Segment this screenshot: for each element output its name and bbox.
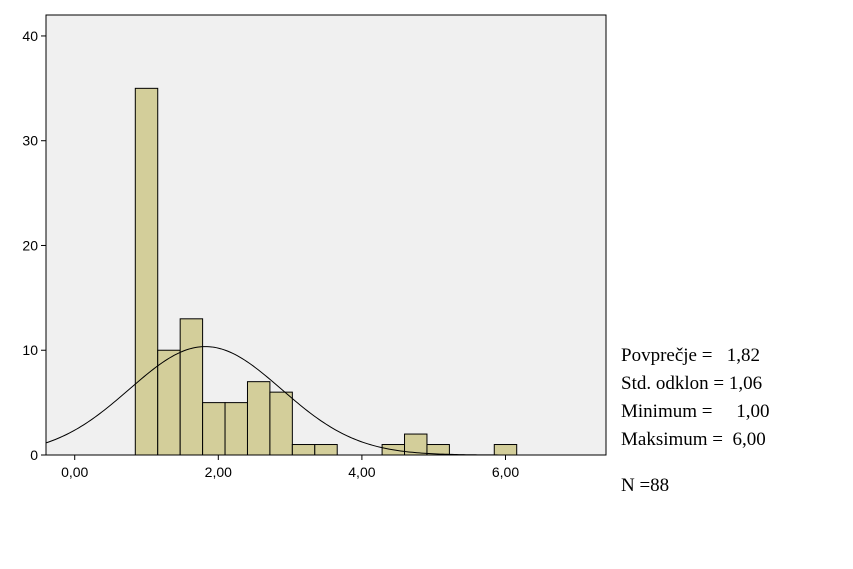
- x-tick-label-1: 2,00: [205, 464, 232, 480]
- histogram-bar-2: [179, 318, 204, 456]
- stat-maximum: Maksimum = 6,00: [621, 429, 766, 450]
- histogram-bar-6: [269, 391, 293, 456]
- histogram-bar-4: [224, 402, 248, 456]
- histogram-bar-1: [157, 349, 181, 456]
- stat-std-deviation: Std. odklon = 1,06: [621, 373, 763, 394]
- stat-minimum: Minimum = 1,00: [621, 401, 770, 422]
- y-tick-label-2: 20: [22, 237, 38, 253]
- normal-curve: [45, 346, 606, 456]
- y-tick-label-4: 40: [22, 28, 38, 44]
- histogram-bar-0: [134, 87, 159, 456]
- histogram-bar-16: [493, 444, 518, 456]
- stat-n: N =88: [621, 475, 670, 496]
- statistics-panel: Povprečje = 1,82 Std. odklon = 1,06 Mini…: [621, 342, 853, 500]
- y-axis: 0 10 20 30 40: [22, 28, 46, 463]
- x-axis: 0,00 2,00 4,00 6,00: [61, 455, 519, 480]
- histogram-bar-3: [202, 402, 226, 456]
- y-tick-label-3: 30: [22, 133, 38, 149]
- histogram-bar-13: [426, 444, 450, 456]
- histogram-bar-7: [291, 444, 316, 456]
- x-tick-label-3: 6,00: [492, 464, 519, 480]
- stat-mean: Povprečje = 1,82: [621, 345, 760, 366]
- x-tick-label-0: 0,00: [61, 464, 88, 480]
- histogram-bars: [134, 87, 518, 456]
- x-tick-label-2: 4,00: [348, 464, 375, 480]
- histogram-bar-5: [246, 381, 271, 456]
- y-tick-label-1: 10: [22, 342, 38, 358]
- histogram-bar-8: [314, 444, 338, 456]
- y-tick-label-0: 0: [30, 447, 38, 463]
